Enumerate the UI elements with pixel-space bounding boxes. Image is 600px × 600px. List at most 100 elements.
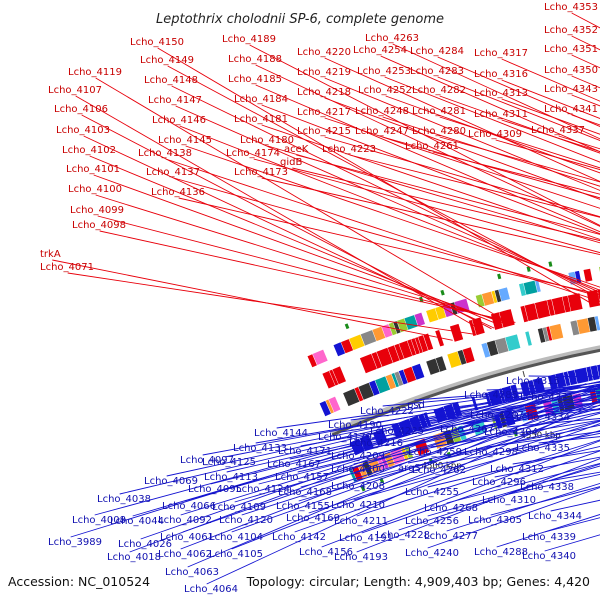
forward-feature: [520, 305, 529, 323]
forward-gene-label: Lcho_4098: [72, 220, 126, 231]
cog-outer-feature: [426, 308, 439, 323]
reverse-gene-label: Lcho_4339: [522, 532, 576, 543]
forward-label-leader: [99, 230, 516, 323]
reverse-gene-label: psd: [407, 400, 425, 411]
cog-outer-feature: [535, 279, 541, 293]
cog-inner-feature: [542, 327, 550, 342]
ring-group: [330, 345, 600, 437]
forward-label-leader: [324, 57, 600, 182]
forward-gene-label: Lcho_4189: [222, 34, 276, 45]
cog-inner-feature: [549, 323, 564, 340]
cog-inner-feature: [403, 366, 417, 383]
forward-feature: [551, 296, 566, 315]
reverse-gene-label: Lcho_4193: [334, 552, 388, 563]
reverse-gene-label: Lcho_4210: [331, 500, 385, 511]
forward-label-leader: [382, 116, 600, 187]
forward-label-leader: [437, 56, 600, 128]
cog-inner-feature: [398, 369, 408, 385]
forward-gene-label: Lcho_4254: [353, 45, 407, 56]
forward-gene-label: Lcho_4150: [130, 37, 184, 48]
reverse-gene-label: Lcho_4222: [360, 406, 414, 417]
forward-gene-label: Lcho_4316: [474, 69, 528, 80]
cog-outer-feature: [333, 342, 346, 357]
reverse-label-leader: [289, 394, 600, 460]
forward-label-leader: [501, 98, 600, 135]
cog-outer-feature: [519, 283, 526, 296]
reverse-gene-label: Lcho_4144: [254, 428, 308, 439]
forward-gene-label: Lcho_4343: [544, 84, 598, 95]
forward-gene-label: Lcho_4149: [140, 55, 194, 66]
label-leader-group: [52, 12, 600, 585]
backbone-shadow: [330, 345, 600, 436]
forward-gene-label: Lcho_4148: [144, 75, 198, 86]
cog-outer-feature: [381, 324, 393, 338]
reverse-gene-label: Lcho_4125: [202, 457, 256, 468]
reverse-gene-label: Lcho_4069: [144, 476, 198, 487]
forward-gene-label: Lcho_4350: [544, 65, 598, 76]
forward-gene-label: Lcho_4309: [468, 129, 522, 140]
cog-inner-feature: [486, 340, 499, 357]
reverse-label-leader: [187, 391, 600, 568]
reverse-gene-label: Lcho_4008: [72, 515, 126, 526]
forward-gene-label: Lcho_4137: [146, 167, 200, 178]
forward-label-leader: [95, 77, 511, 325]
reverse-label-leader: [446, 462, 600, 504]
reverse-gene-label: Lcho_4262: [412, 465, 466, 476]
cog-outer-feature: [435, 305, 446, 320]
reverse-label-leader: [398, 463, 600, 531]
cog-outer-feature: [397, 318, 408, 333]
forward-feature: [547, 299, 555, 316]
reverse-label-leader: [382, 385, 600, 407]
reverse-gene-label: argS: [398, 463, 421, 474]
reverse-label-leader: [356, 439, 600, 517]
reverse-label-leader: [180, 387, 600, 550]
forward-label-leader: [437, 76, 600, 142]
forward-gene-label: Lcho_4138: [138, 148, 192, 159]
reverse-gene-label: Lcho_4268: [424, 503, 478, 514]
forward-label-leader: [501, 58, 600, 102]
cog-inner-feature: [343, 388, 360, 407]
forward-feature: [376, 347, 393, 367]
cog-inner-feature: [411, 363, 425, 380]
reverse-label-leader: [434, 432, 600, 466]
forward-gene-label: Lcho_4185: [228, 74, 282, 85]
reverse-gene-label: Lcho_4156: [299, 547, 353, 558]
cog-outer-feature: [491, 290, 498, 304]
reverse-label-leader: [241, 399, 600, 516]
forward-gene-label: Lcho_4106: [54, 104, 108, 115]
reverse-gene-label: Lcho_4296: [472, 477, 526, 488]
forward-gene-label: Lcho_4217: [297, 107, 351, 118]
reverse-label-leader: [226, 386, 600, 473]
forward-label-leader: [382, 136, 600, 199]
forward-gene-label: Lcho_4247: [355, 126, 409, 137]
reverse-gene-label: Lcho_4066: [162, 501, 216, 512]
reverse-label-leader: [129, 386, 573, 553]
forward-gene-label: Lcho_4282: [412, 85, 466, 96]
cog-outer-feature: [360, 330, 377, 346]
reverse-gene-label: Lcho_4063: [165, 567, 219, 578]
cog-inner-feature: [495, 337, 509, 354]
forward-feature: [322, 371, 336, 389]
forward-gene-label: Lcho_4253: [357, 66, 411, 77]
reverse-gene-label: Lcho_4105: [209, 549, 263, 560]
cog-outer-feature: [481, 291, 495, 306]
reverse-gene-label: Lcho_4168: [278, 487, 332, 498]
reverse-feature: [586, 366, 593, 382]
forward-label-leader: [95, 194, 511, 325]
reverse-gene-label: Lcho_4334: [516, 412, 570, 423]
forward-gene-label: Lcho_4261: [405, 141, 459, 152]
cog-outer-feature: [312, 349, 328, 365]
reverse-gene-label: Lcho_4344: [528, 511, 582, 522]
reverse-label-leader: [504, 473, 600, 496]
cog-inner-feature: [358, 382, 374, 400]
reverse-gene-label: Lcho_4209: [331, 451, 385, 462]
cog-outer-feature: [388, 322, 397, 336]
reverse-label-leader: [94, 397, 529, 516]
forward-label-leader: [495, 139, 600, 171]
cog-outer-feature: [583, 268, 593, 282]
forward-label-leader: [439, 116, 600, 169]
reverse-gene-label: Lcho_4044: [110, 516, 164, 527]
reverse-gene-label: Lcho_4285: [464, 390, 518, 401]
reverse-gene-label: Lcho_4287: [470, 410, 524, 421]
